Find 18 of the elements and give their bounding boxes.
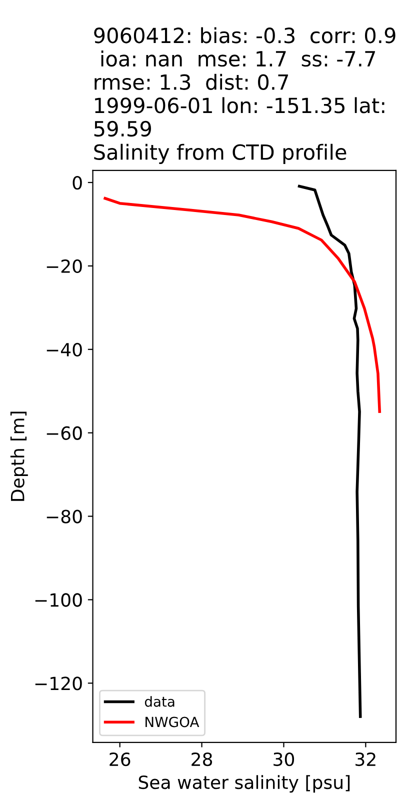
y-tick-label: −120 [35, 676, 82, 690]
x-tick-label: 32 [356, 752, 376, 766]
y-tick-label: −40 [46, 342, 82, 356]
y-tick-label: −80 [46, 510, 82, 524]
legend-label: data [144, 696, 174, 707]
y-tick-label: 0 [72, 176, 82, 190]
y-tick-label: −100 [35, 593, 82, 607]
y-axis-title: Depth [m] [10, 412, 28, 501]
x-tick-label: 28 [192, 752, 212, 766]
chart-title: 9060412: bias: -0.3 corr: 0.9 ioa: nan mse: 1.7 ss: -7.7 rmse: 1.3 dist: 0.7 1999-06-01 lon: -151.35 lat: 59.59 Salinity from CTD profile [94, 27, 396, 164]
y-tick-label: −60 [46, 426, 82, 440]
x-tick-label: 30 [274, 752, 294, 766]
x-axis-title: Sea water salinity [psu] [138, 775, 350, 793]
line-series [298, 184, 362, 718]
legend-label: NWGOA [146, 716, 200, 728]
y-tick-label: −20 [46, 259, 82, 274]
x-tick-label: 26 [110, 752, 130, 766]
line-series [104, 196, 381, 413]
